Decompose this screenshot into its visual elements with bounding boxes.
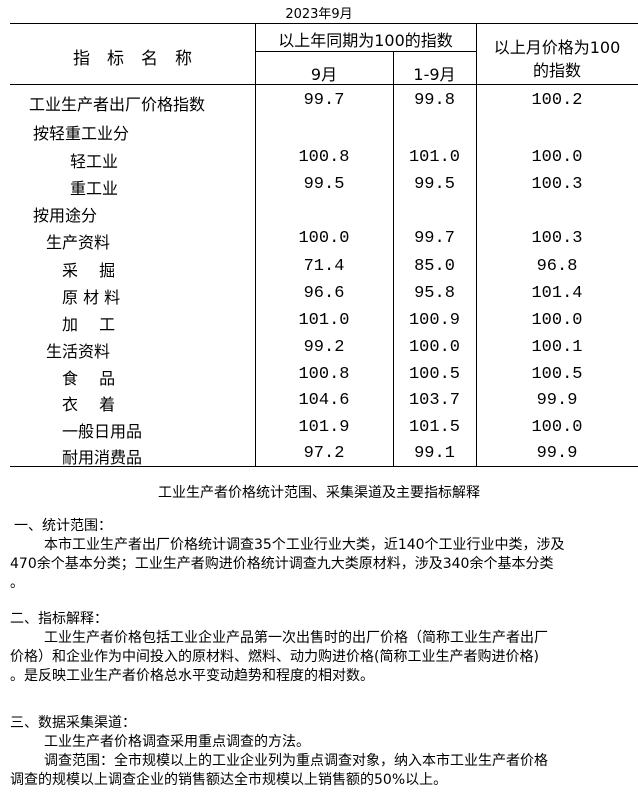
value-ytd: 85.0	[414, 257, 455, 276]
value-month: 101.9	[298, 418, 350, 437]
row-label: 工业生产者出厂价格指数	[29, 95, 206, 114]
value-month: 100.0	[298, 229, 350, 248]
table-row: 衣 着 104.6 103.7 99.9	[0, 391, 638, 418]
value-mom: 101.4	[531, 284, 583, 303]
value-mom: 100.3	[531, 175, 583, 194]
section-2-text: 工业生产者价格包括工业企业产品第一次出售时的出厂价格（简称工业生产者出厂	[44, 630, 548, 646]
row-label: 原 材 料	[62, 288, 121, 307]
value-ytd: 100.9	[408, 311, 460, 330]
value-month: 97.2	[303, 444, 345, 463]
row-label: 按用途分	[33, 206, 98, 225]
section-1-text: 。	[10, 575, 24, 591]
table-row: 按轻重工业分	[0, 120, 638, 147]
table-bottom-border	[10, 466, 638, 467]
value-month: 100.8	[298, 365, 350, 384]
table-row: 生活资料 99.2 100.0 100.1	[0, 338, 638, 365]
value-month: 96.6	[303, 284, 345, 303]
value-mom: 100.2	[531, 91, 583, 110]
section-3-heading: 三、数据采集渠道：	[10, 715, 136, 731]
section-3-text: 调查的规模以上调查企业的销售额达全市规模以上销售额的50%以上。	[10, 772, 448, 788]
value-mom: 100.0	[531, 311, 583, 330]
value-month: 71.4	[303, 257, 345, 276]
header-mom-line1: 以上月价格为100	[493, 38, 621, 57]
section-3-text: 工业生产者价格调查采用重点调查的方法。	[44, 734, 310, 750]
row-label: 耐用消费品	[62, 448, 143, 467]
section-1-text: 本市工业生产者出厂价格统计调查35个工业行业大类，近140个工业行业中类，涉及	[44, 537, 565, 553]
value-ytd: 99.1	[414, 444, 455, 463]
table-row: 食 品 100.8 100.5 100.5	[0, 365, 638, 392]
column-divider	[476, 23, 477, 466]
column-divider	[255, 23, 256, 466]
report-date: 2023年9月	[285, 7, 353, 22]
value-mom: 100.5	[531, 365, 583, 384]
value-month: 101.0	[298, 311, 350, 330]
row-label: 轻工业	[70, 152, 119, 171]
table-row: 原 材 料 96.6 95.8 101.4	[0, 284, 638, 311]
row-label: 生产资料	[46, 233, 111, 252]
value-ytd: 100.0	[408, 338, 460, 357]
value-mom: 100.0	[531, 418, 583, 437]
section-2-text: 价格）和企业作为中间投入的原材料、燃料、动力购进价格(简称工业生产者购进价格)	[10, 649, 539, 665]
table-row: 重工业 99.5 99.5 100.3	[0, 175, 638, 202]
row-label: 衣 着	[62, 395, 116, 414]
section-1-text: 470余个基本分类；工业生产者购进价格统计调查九大类原材料，涉及340余个基本分…	[10, 556, 554, 572]
value-mom: 99.9	[536, 391, 578, 410]
row-label: 加 工	[62, 315, 116, 334]
value-ytd: 99.5	[414, 175, 455, 194]
value-month: 100.8	[298, 148, 350, 167]
table-row: 加 工 101.0 100.9 100.0	[0, 311, 638, 338]
table-row: 工业生产者出厂价格指数 99.7 99.8 100.2	[0, 91, 638, 118]
header-divider	[255, 51, 476, 52]
section-3-text: 调查范围：全市规模以上的工业企业列为重点调查对象，纳入本市工业生产者价格	[44, 753, 548, 769]
row-label: 采 掘	[62, 261, 116, 280]
value-ytd: 100.5	[408, 365, 460, 384]
table-row: 轻工业 100.8 101.0 100.0	[0, 148, 638, 175]
header-mom-line2: 的指数	[532, 61, 581, 80]
table-row: 耐用消费品 97.2 99.1 99.9	[0, 444, 638, 471]
row-label: 重工业	[70, 179, 119, 198]
value-mom: 96.8	[536, 257, 578, 276]
value-ytd: 101.5	[408, 418, 460, 437]
row-label: 一般日用品	[62, 422, 143, 441]
value-month: 99.2	[303, 338, 345, 357]
table-row: 生产资料 100.0 99.7 100.3	[0, 229, 638, 256]
value-ytd: 99.7	[414, 229, 455, 248]
section-2-text: 。是反映工业生产者价格总水平变动趋势和程度的相对数。	[10, 668, 374, 684]
value-ytd: 99.8	[414, 91, 455, 110]
row-label: 按轻重工业分	[33, 124, 130, 143]
value-month: 104.6	[298, 391, 350, 410]
section-2-heading: 二、指标解释：	[10, 611, 108, 627]
notes-title: 工业生产者价格统计范围、采集渠道及主要指标解释	[158, 485, 480, 501]
value-month: 99.7	[303, 91, 345, 110]
value-ytd: 95.8	[414, 284, 455, 303]
value-mom: 99.9	[536, 444, 578, 463]
value-ytd: 101.0	[408, 148, 460, 167]
value-month: 99.5	[303, 175, 345, 194]
value-mom: 100.1	[531, 338, 583, 357]
column-divider	[393, 51, 394, 466]
value-mom: 100.3	[531, 229, 583, 248]
table-row: 采 掘 71.4 85.0 96.8	[0, 257, 638, 284]
header-bottom-border	[10, 84, 638, 85]
table-row: 按用途分	[0, 202, 638, 229]
row-label: 生活资料	[46, 342, 111, 361]
header-month: 9月	[310, 65, 338, 84]
header-indicator-name: 指 标 名 称	[73, 49, 192, 69]
header-yoy: 以上年同期为100的指数	[278, 31, 453, 50]
section-1-heading: 一、统计范围：	[14, 518, 112, 534]
table-row: 一般日用品 101.9 101.5 100.0	[0, 418, 638, 445]
row-label: 食 品	[62, 369, 116, 388]
value-ytd: 103.7	[408, 391, 460, 410]
header-ytd: 1-9月	[413, 65, 456, 84]
table-top-border	[10, 23, 638, 24]
value-mom: 100.0	[531, 148, 583, 167]
